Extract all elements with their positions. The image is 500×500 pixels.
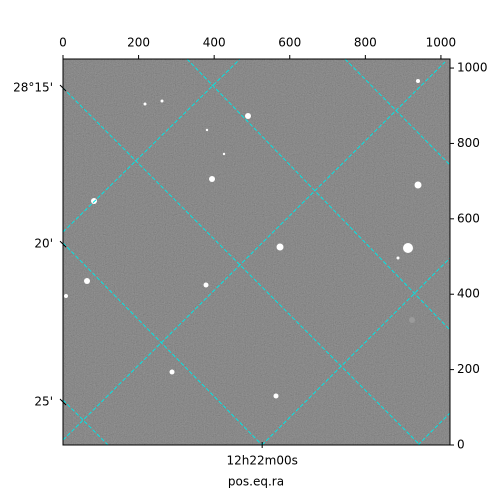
star [416, 79, 420, 83]
star [203, 282, 209, 288]
dec-tick [59, 84, 67, 92]
dec-tick-label: 20' [34, 237, 53, 251]
x-tick-label: 800 [354, 36, 377, 50]
star [143, 102, 147, 106]
grid-line [417, 412, 450, 445]
x-tick-label: 200 [127, 36, 150, 50]
dec-tick [59, 240, 67, 248]
dec-tick-label: 28°15' [13, 81, 53, 95]
plot-frame [62, 58, 451, 446]
grid-line [63, 399, 109, 445]
star [403, 243, 413, 253]
ra-tick-label: 12h22m00s [226, 454, 297, 468]
y-tick-label: 800 [457, 136, 480, 150]
grid-line [63, 61, 446, 441]
coordinate-grid [63, 59, 450, 445]
star [409, 317, 415, 323]
star [396, 256, 400, 260]
grid-line [63, 59, 241, 233]
x-axis-label: pos.eq.ra [228, 475, 284, 489]
star [64, 294, 68, 298]
x-tick-label: 1000 [426, 36, 457, 50]
grid-line [63, 87, 421, 445]
star [209, 176, 215, 182]
stars [64, 79, 422, 399]
grid-line [344, 59, 450, 166]
y-tick-label: 1000 [457, 61, 488, 75]
y-tick-label: 200 [457, 362, 480, 376]
grid-line [63, 242, 263, 445]
y-tick-label: 400 [457, 287, 480, 301]
dec-tick [59, 398, 67, 406]
star [276, 243, 284, 251]
star [222, 152, 226, 156]
star [84, 278, 90, 284]
star [160, 99, 164, 103]
star [169, 369, 175, 375]
grid-line [186, 59, 450, 331]
y-tick-label: 0 [457, 438, 465, 452]
sky-image [63, 59, 450, 445]
star [414, 181, 422, 189]
star [273, 393, 279, 399]
y-tick-label: 600 [457, 211, 480, 225]
star [245, 113, 251, 119]
x-tick-label: 600 [278, 36, 301, 50]
image-noise [63, 59, 450, 445]
dec-tick-label: 25' [34, 395, 53, 409]
grid-line [261, 257, 450, 445]
star [91, 198, 97, 204]
x-tick-label: 0 [59, 36, 67, 50]
star [205, 128, 209, 132]
x-tick-label: 400 [203, 36, 226, 50]
